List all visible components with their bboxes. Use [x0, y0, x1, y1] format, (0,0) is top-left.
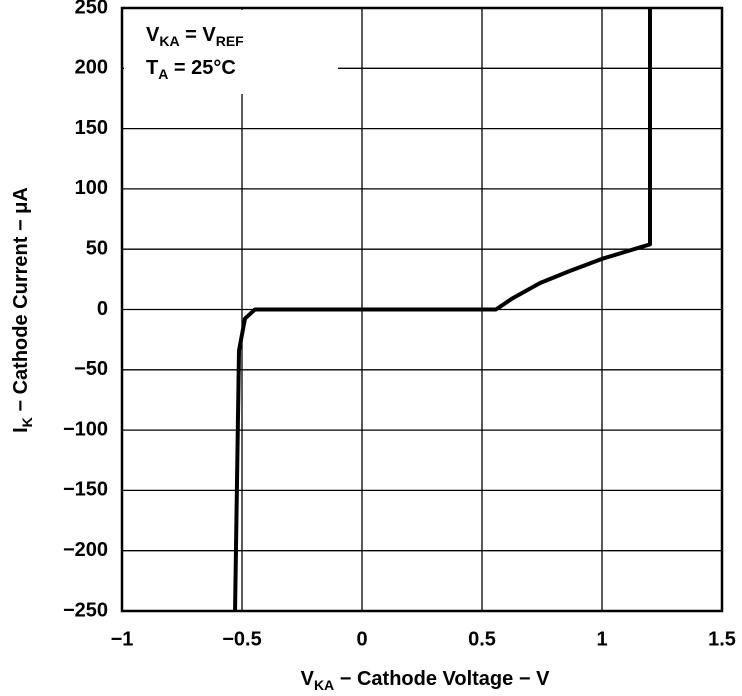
x-tick-label: 0 — [356, 628, 367, 650]
y-tick-label: 50 — [86, 237, 108, 259]
x-tick-label: 1 — [596, 628, 607, 650]
y-axis-label-part: I — [10, 427, 32, 433]
y-axis-label-part: − Cathode Current − μA — [10, 187, 32, 417]
y-tick-label: 200 — [75, 57, 108, 79]
annotation-part: A — [158, 66, 168, 82]
x-axis-label-part: − Cathode Voltage − V — [334, 668, 550, 690]
annotation-part: = V — [180, 24, 217, 46]
x-tick-label: −0.5 — [222, 628, 261, 650]
annotation-part: V — [146, 24, 160, 46]
annotation-part: T — [146, 57, 158, 79]
annotation-part: = 25°C — [168, 57, 235, 79]
x-tick-label: 0.5 — [468, 628, 496, 650]
y-tick-label: 100 — [75, 177, 108, 199]
y-axis-label: IK − Cathode Current − μA — [10, 187, 34, 433]
x-axis-label-part: KA — [314, 677, 334, 693]
annotation-part: REF — [216, 33, 244, 49]
x-axis-label-part: V — [301, 668, 315, 690]
x-tick-label: 1.5 — [708, 628, 736, 650]
annotation: TA = 25°C — [146, 57, 236, 81]
y-tick-label: 0 — [97, 298, 108, 320]
y-tick-label: 150 — [75, 117, 108, 139]
curve — [233, 8, 652, 612]
y-tick-label: −200 — [63, 539, 108, 561]
annotation: VKA = VREF — [146, 24, 244, 48]
y-axis-label-part: K — [19, 417, 35, 427]
y-tick-label: 250 — [75, 0, 108, 18]
plot-frame — [120, 6, 724, 613]
y-tick-label: −250 — [63, 599, 108, 621]
x-tick-label: −1 — [111, 628, 134, 650]
annotation-part: KA — [159, 33, 179, 49]
y-tick-label: −100 — [63, 418, 108, 440]
y-tick-label: −50 — [74, 358, 108, 380]
y-tick-label: −150 — [63, 479, 108, 501]
annotation-background — [124, 10, 338, 94]
x-axis-label: VKA − Cathode Voltage − V — [301, 668, 550, 692]
